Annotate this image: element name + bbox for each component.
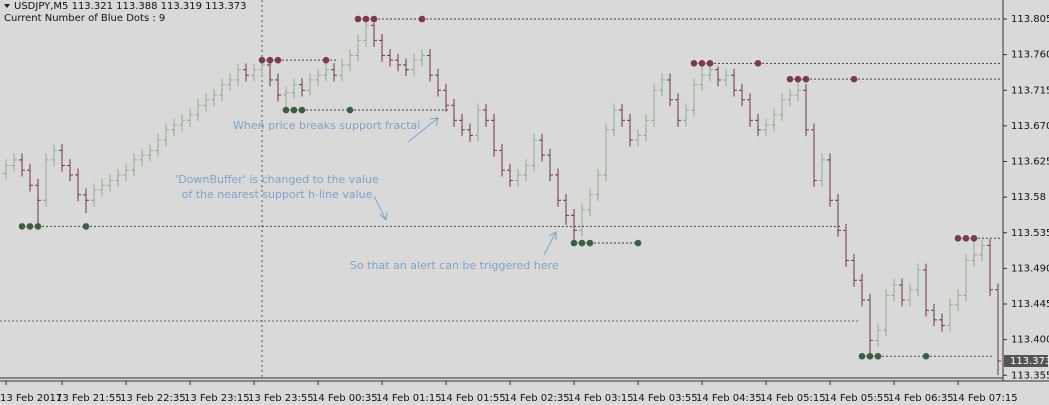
y-tick-label: 113.58 bbox=[1011, 192, 1046, 203]
level-dot bbox=[698, 60, 706, 67]
x-tick-label: 14 Feb 04:35 bbox=[696, 393, 762, 404]
level-dot bbox=[794, 75, 802, 83]
menu-arrow[interactable] bbox=[4, 4, 10, 8]
x-tick-label: 13 Feb 22:35 bbox=[120, 393, 186, 404]
level-dot bbox=[18, 223, 26, 230]
level-dot bbox=[578, 239, 586, 247]
x-tick-label: 13 Feb 2017 bbox=[0, 393, 62, 404]
arrow bbox=[373, 195, 388, 222]
annotation: So that an alert can be triggered here bbox=[350, 259, 559, 272]
level-dot bbox=[786, 75, 794, 83]
x-tick-label: 14 Feb 01:15 bbox=[376, 393, 442, 404]
level-dot bbox=[858, 352, 866, 360]
x-tick-label: 14 Feb 00:35 bbox=[312, 393, 378, 404]
level-dot bbox=[354, 15, 362, 23]
annotation: When price breaks support fractal bbox=[233, 119, 420, 132]
level-dot bbox=[26, 223, 34, 230]
annotation: of the nearest support h-line value bbox=[182, 188, 373, 201]
price-label: 113.373 bbox=[1010, 356, 1049, 367]
x-tick-label: 14 Feb 01:55 bbox=[440, 393, 506, 404]
level-dot bbox=[570, 239, 578, 247]
level-dot bbox=[266, 56, 274, 64]
arrows bbox=[373, 117, 557, 256]
level-dot bbox=[634, 239, 642, 247]
level-dot bbox=[970, 234, 978, 242]
x-tick-label: 14 Feb 06:35 bbox=[888, 393, 954, 404]
y-tick-label: 113.715 bbox=[1011, 85, 1049, 96]
arrow bbox=[407, 117, 439, 143]
x-tick-label: 14 Feb 03:15 bbox=[568, 393, 634, 404]
x-tick-label: 13 Feb 23:55 bbox=[248, 393, 314, 404]
level-dot bbox=[754, 60, 762, 67]
y-tick-label: 113.760 bbox=[1011, 50, 1049, 61]
x-tick-label: 13 Feb 21:55 bbox=[56, 393, 122, 404]
subtitle: Current Number of Blue Dots : 9 bbox=[4, 13, 165, 24]
level-dot bbox=[690, 60, 698, 67]
y-tick-label: 113.535 bbox=[1011, 228, 1049, 239]
level-dot bbox=[874, 352, 882, 360]
level-dot bbox=[290, 106, 298, 114]
level-dot bbox=[282, 106, 290, 114]
price-box bbox=[1004, 355, 1048, 367]
arrow bbox=[543, 231, 557, 256]
chart-title: USDJPY,M5 113.321 113.388 113.319 113.37… bbox=[14, 1, 247, 12]
y-tick-label: 113.625 bbox=[1011, 157, 1049, 168]
level-dot bbox=[706, 60, 714, 67]
level-dot bbox=[418, 15, 426, 23]
level-dot bbox=[346, 106, 354, 114]
level-dot bbox=[298, 106, 306, 114]
x-tick-label: 14 Feb 05:55 bbox=[824, 393, 890, 404]
y-tick-label: 113.670 bbox=[1011, 121, 1049, 132]
annotation: 'DownBuffer' is changed to the value bbox=[175, 173, 379, 186]
level-dot bbox=[362, 15, 370, 23]
level-dot bbox=[850, 75, 858, 83]
level-dot bbox=[82, 223, 90, 230]
y-tick-label: 113.400 bbox=[1011, 335, 1049, 346]
y-tick-label: 113.355 bbox=[1011, 370, 1049, 381]
y-tick-label: 113.445 bbox=[1011, 299, 1049, 310]
x-tick-label: 14 Feb 05:15 bbox=[760, 393, 826, 404]
level-dot bbox=[34, 223, 42, 230]
level-dot bbox=[962, 234, 970, 242]
level-dot bbox=[370, 15, 378, 23]
x-tick-label: 14 Feb 03:55 bbox=[632, 393, 698, 404]
level-dot bbox=[802, 75, 810, 83]
level-dot bbox=[258, 56, 266, 64]
level-dot bbox=[322, 56, 330, 64]
level-dot bbox=[866, 352, 874, 360]
level-dot bbox=[922, 352, 930, 360]
level-dot bbox=[586, 239, 594, 247]
x-tick-label: 14 Feb 02:35 bbox=[504, 393, 570, 404]
x-tick-label: 14 Feb 07:15 bbox=[952, 393, 1018, 404]
level-dot bbox=[274, 56, 282, 64]
y-tick-label: 113.490 bbox=[1011, 263, 1049, 274]
x-tick-label: 13 Feb 23:15 bbox=[184, 393, 250, 404]
y-tick-label: 113.805 bbox=[1011, 14, 1049, 25]
level-dot bbox=[954, 234, 962, 242]
